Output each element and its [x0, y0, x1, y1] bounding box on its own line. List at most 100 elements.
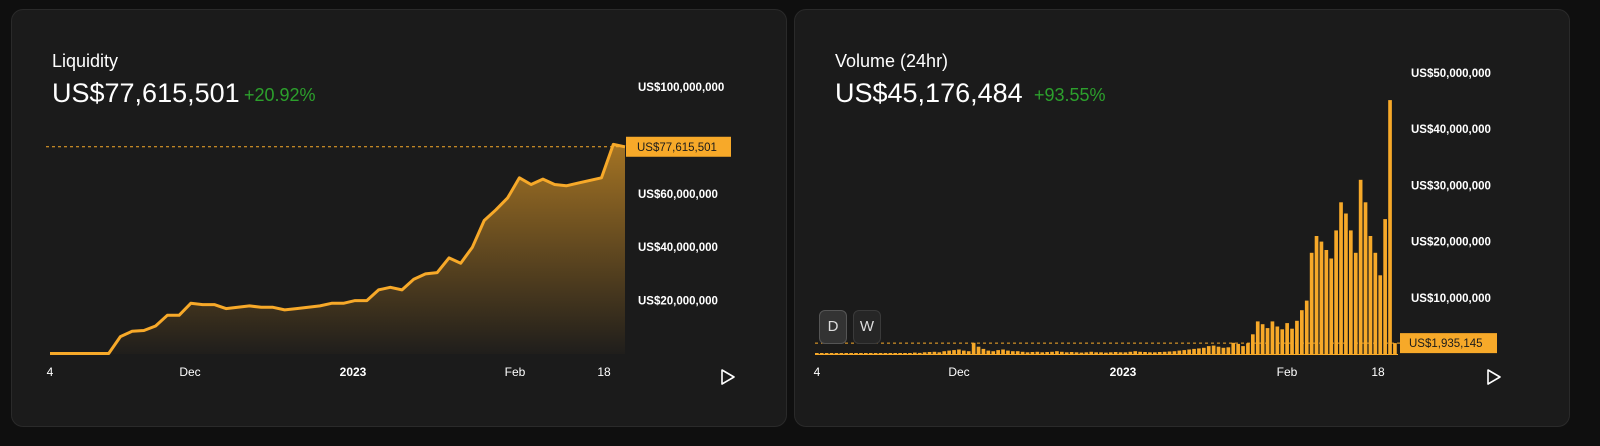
- volume-bar: [1089, 351, 1094, 354]
- volume-bar: [898, 353, 902, 354]
- volume-bar: [1280, 329, 1285, 354]
- volume-bar: [1050, 351, 1054, 354]
- liquidity-value: US$77,615,501: [52, 78, 240, 108]
- volume-bar: [1074, 352, 1079, 354]
- volume-bar: [834, 353, 839, 354]
- liquidity-y-tick: US$40,000,000: [638, 242, 718, 254]
- volume-bar: [962, 350, 966, 354]
- volume-bar: [1353, 252, 1358, 354]
- liquidity-x-tick: 2023: [340, 365, 367, 379]
- volume-bar: [815, 353, 819, 354]
- liquidity-y-tick: US$100,000,000: [638, 82, 724, 94]
- volume-bar: [1104, 352, 1108, 354]
- volume-bar: [1187, 349, 1191, 354]
- volume-bar: [1157, 352, 1162, 354]
- liquidity-x-tick: 18: [597, 365, 611, 379]
- liquidity-x-tick: 4: [47, 365, 54, 379]
- volume-card: Volume (24hr) US$45,176,484 +93.55% US$5…: [794, 9, 1570, 427]
- volume-bar: [1055, 351, 1059, 354]
- volume-bar: [996, 350, 1000, 354]
- volume-bar: [1167, 351, 1172, 354]
- liquidity-title: Liquidity: [52, 51, 119, 71]
- volume-bar: [888, 353, 893, 354]
- volume-bar: [849, 353, 853, 354]
- volume-bar: [1304, 300, 1309, 354]
- weekly-toggle-button[interactable]: W: [853, 310, 881, 344]
- volume-bar: [859, 353, 863, 354]
- volume-bar: [957, 349, 961, 354]
- volume-bar: [1084, 352, 1089, 354]
- volume-bar: [1216, 346, 1221, 354]
- volume-bar: [1064, 352, 1069, 354]
- volume-change: +93.55%: [1034, 85, 1106, 105]
- volume-bar: [1236, 343, 1240, 354]
- volume-bar: [1138, 351, 1142, 354]
- volume-bar: [971, 342, 976, 354]
- volume-bar: [981, 348, 986, 354]
- volume-bar: [976, 346, 981, 354]
- volume-bar: [1231, 342, 1236, 354]
- volume-bar: [1309, 252, 1314, 354]
- volume-bar: [1206, 346, 1211, 354]
- liquidity-current-badge: [626, 136, 731, 157]
- volume-bar: [986, 350, 991, 354]
- volume-bar: [1383, 219, 1387, 354]
- volume-y-tick: US$40,000,000: [1411, 124, 1491, 136]
- volume-bar: [1182, 350, 1187, 354]
- volume-bar: [1363, 202, 1368, 354]
- volume-bar: [908, 353, 912, 354]
- volume-bar: [1393, 343, 1397, 354]
- volume-y-tick: US$50,000,000: [1411, 68, 1491, 80]
- volume-bar: [991, 351, 996, 354]
- liquidity-area: [50, 144, 625, 354]
- volume-bar: [1035, 351, 1040, 354]
- volume-bar: [1349, 230, 1353, 354]
- play-icon[interactable]: [721, 369, 735, 385]
- volume-chart[interactable]: US$50,000,000 US$40,000,000 US$30,000,000 U…: [795, 10, 1570, 427]
- volume-bar: [1148, 352, 1152, 354]
- volume-bar: [966, 351, 971, 354]
- volume-bar: [1373, 252, 1378, 354]
- liquidity-chart[interactable]: US$100,000,000 US$60,000,000 US$40,000,000…: [12, 10, 787, 427]
- volume-bar: [1265, 328, 1270, 354]
- volume-bar: [913, 352, 917, 354]
- volume-bar: [1108, 352, 1113, 354]
- volume-bar: [903, 353, 907, 354]
- volume-bar: [1226, 347, 1231, 354]
- volume-bar: [1015, 351, 1020, 354]
- volume-bar: [1255, 321, 1260, 354]
- volume-bar: [1202, 347, 1206, 354]
- volume-bar: [1275, 326, 1280, 354]
- volume-x-tick: Feb: [1277, 365, 1298, 379]
- volume-bar: [1270, 321, 1275, 354]
- volume-bar: [1025, 352, 1030, 354]
- volume-value: US$45,176,484: [835, 78, 1023, 108]
- volume-bar: [1001, 349, 1005, 354]
- liquidity-y-tick: US$20,000,000: [638, 296, 718, 308]
- volume-bar: [829, 353, 834, 354]
- volume-bar: [883, 353, 888, 354]
- volume-bar: [854, 353, 858, 354]
- volume-current-label: US$1,935,145: [1409, 338, 1483, 350]
- volume-bar: [839, 353, 844, 354]
- daily-toggle-button[interactable]: D: [819, 310, 847, 344]
- volume-bar: [1388, 100, 1392, 354]
- volume-bar: [922, 352, 927, 354]
- liquidity-card: Liquidity US$77,615,501 +20.92% US$100,0…: [11, 9, 787, 427]
- volume-bar: [1177, 350, 1182, 354]
- volume-bar: [1172, 351, 1177, 354]
- liquidity-x-tick: Feb: [505, 365, 526, 379]
- volume-bar: [937, 352, 942, 354]
- liquidity-x-tick: Dec: [179, 365, 200, 379]
- volume-bar: [917, 352, 922, 354]
- volume-y-tick: US$10,000,000: [1411, 293, 1491, 305]
- volume-current-badge: [1400, 333, 1497, 354]
- volume-bar: [1358, 179, 1363, 354]
- volume-bar: [1143, 352, 1147, 354]
- play-icon[interactable]: [1487, 369, 1501, 385]
- volume-bar: [1344, 213, 1348, 354]
- volume-bar: [1334, 230, 1338, 354]
- volume-bar: [942, 351, 947, 354]
- volume-bar: [864, 353, 868, 354]
- volume-bar: [927, 352, 932, 354]
